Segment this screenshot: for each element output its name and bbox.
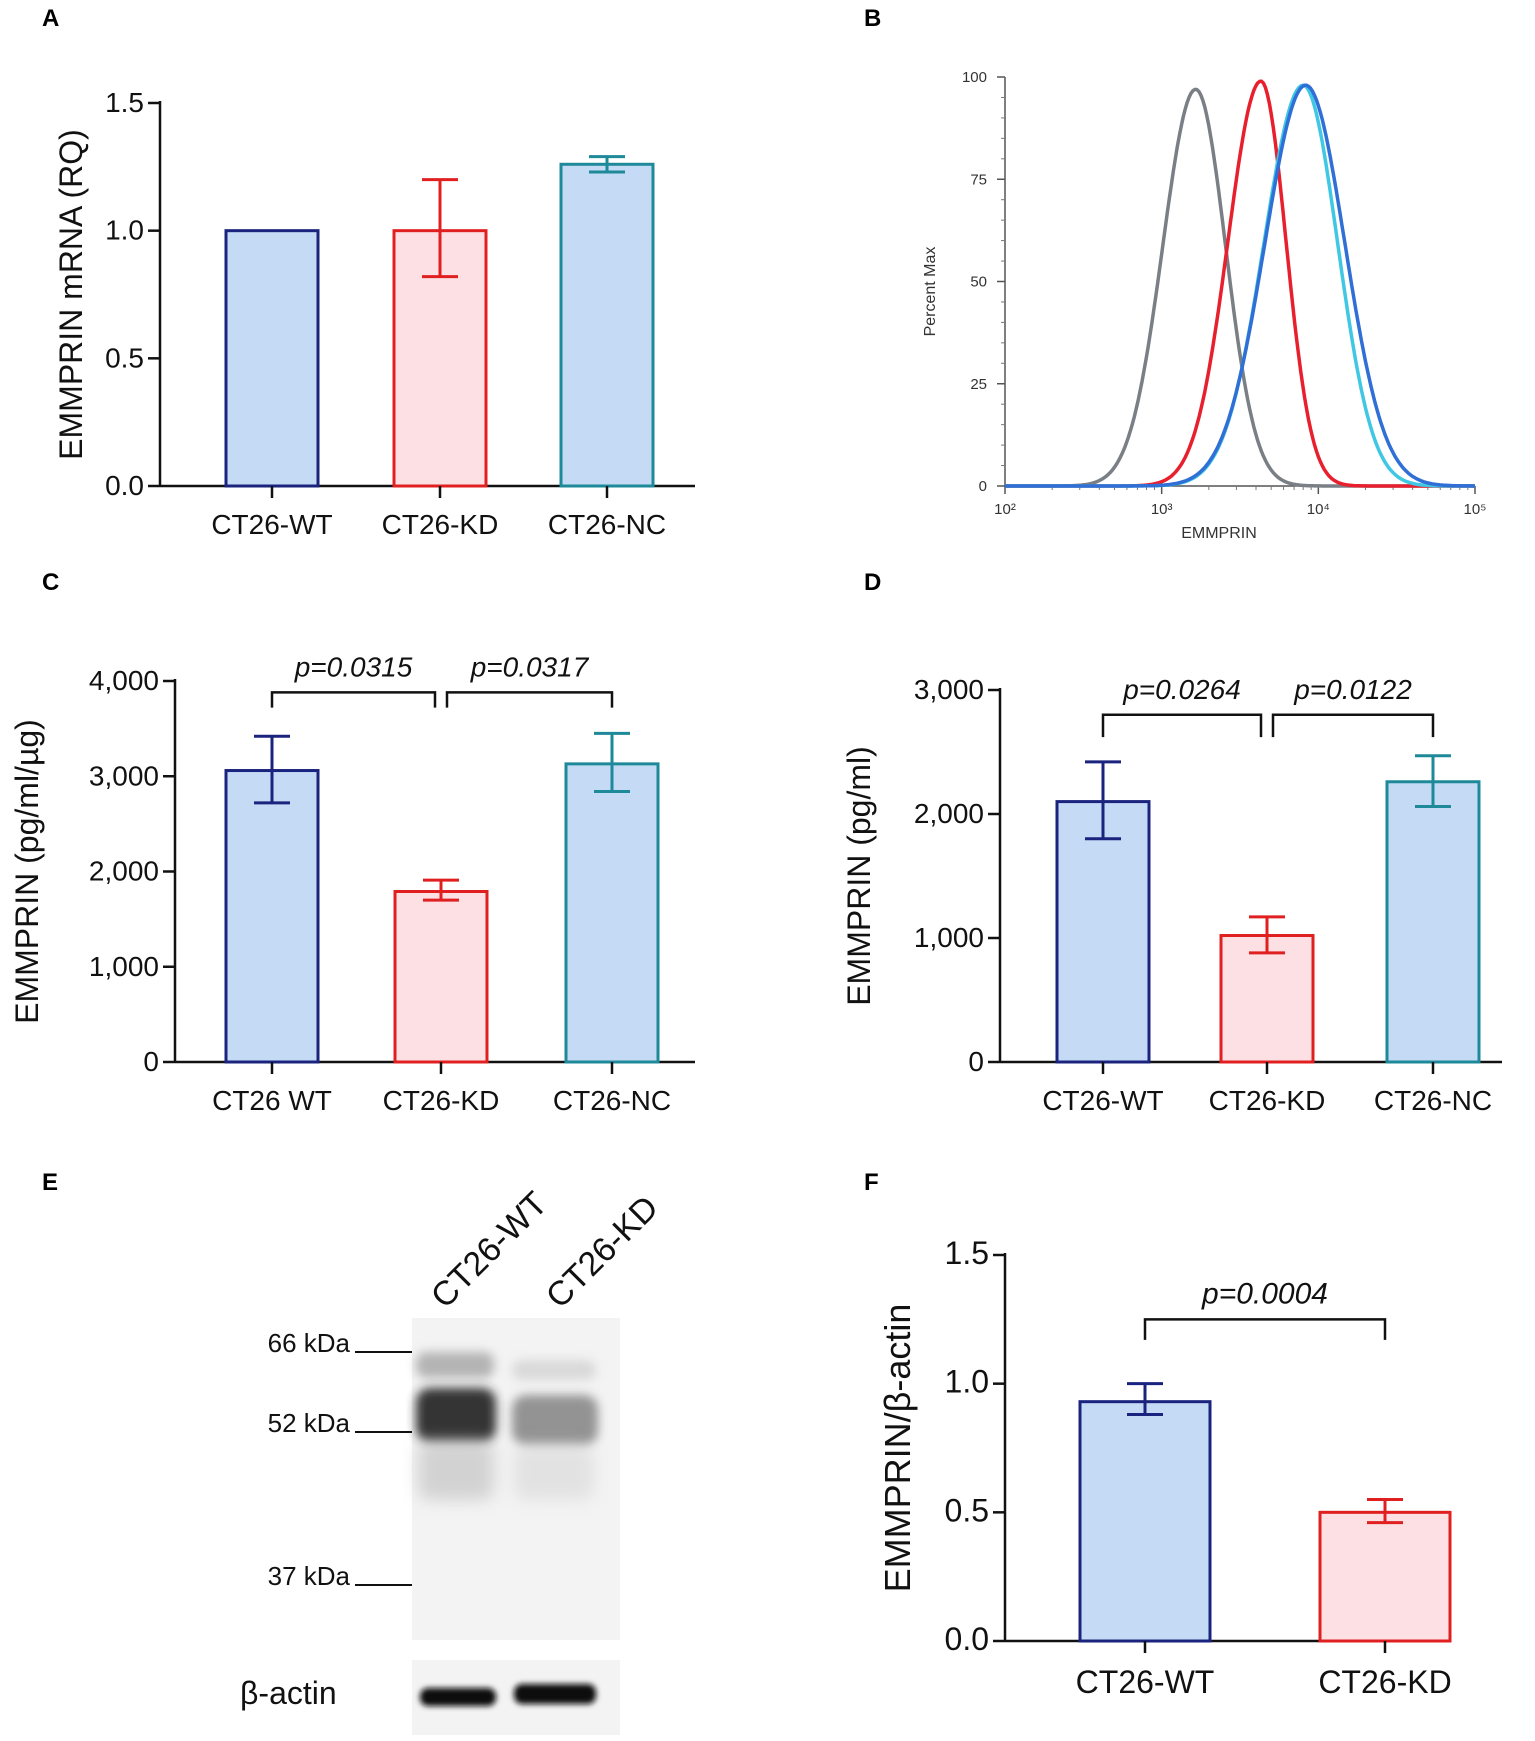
panel-letter-f: F: [864, 1169, 879, 1196]
bar: [1219, 934, 1315, 1064]
y-tick-label: 1.0: [945, 1364, 989, 1400]
x-tick-label: CT26-NC: [1374, 1085, 1492, 1116]
bar: [559, 162, 655, 488]
band-wt-upper: [416, 1352, 494, 1378]
x-axis-label: EMMPRIN: [1181, 525, 1257, 542]
x-tick-label: CT26-WT: [211, 509, 332, 540]
bar: [1385, 780, 1481, 1064]
bar: [1055, 800, 1151, 1064]
y-tick-label: 1.5: [105, 87, 144, 118]
x-tick-label: CT26-KD: [383, 1085, 500, 1116]
bar: [393, 890, 489, 1064]
y-tick-label: 1,000: [89, 951, 159, 982]
x-tick-label: CT26 WT: [212, 1085, 332, 1116]
lane-label-kd: CT26-KD: [539, 1189, 666, 1316]
y-tick-label: 0: [143, 1046, 159, 1077]
y-tick-label: 0.0: [945, 1621, 989, 1657]
y-tick-label: 3,000: [914, 674, 984, 705]
x-tick-label: 10³: [1151, 501, 1173, 518]
p-value-label: p=0.0122: [1293, 674, 1412, 705]
bar: [1078, 1400, 1212, 1643]
y-tick-label: 50: [970, 274, 987, 291]
x-tick-label: 10²: [994, 501, 1016, 518]
y-tick-label: 0: [968, 1046, 984, 1077]
y-axis-label: EMMPRIN/β-actin: [877, 1304, 918, 1593]
y-tick-label: 0.5: [105, 342, 144, 373]
histogram-blue: [1005, 83, 1475, 488]
actin-band-kd: [514, 1684, 596, 1704]
y-axis-label: Percent Max: [922, 247, 939, 337]
x-tick-label: 10⁵: [1464, 501, 1487, 518]
x-tick-label: CT26-KD: [1209, 1085, 1326, 1116]
chart-c-elisa-lysate: 0 1,000 2,000 3,000 4,000 EMMPRIN (pg/ml/µg) C…: [9, 651, 695, 1116]
panel-letter-d: D: [864, 569, 881, 596]
x-tick-label: CT26-NC: [548, 509, 666, 540]
bar: [1318, 1510, 1452, 1643]
y-tick-label: 1,000: [914, 922, 984, 953]
y-tick-label: 2,000: [914, 798, 984, 829]
lane-label-wt: CT26-WT: [424, 1185, 555, 1316]
marker-66: 66 kDa: [268, 1328, 351, 1358]
significance-bracket: [1143, 1318, 1387, 1340]
y-tick-label: 25: [970, 376, 987, 393]
y-axis-label: EMMPRIN (pg/ml): [841, 746, 877, 1006]
bar: [224, 229, 320, 488]
y-tick-label: 0.0: [105, 470, 144, 501]
band-kd-main: [512, 1395, 598, 1445]
x-tick-label: CT26-WT: [1042, 1085, 1163, 1116]
band-kd-upper: [512, 1360, 596, 1380]
p-value-label: p=0.0317: [470, 651, 590, 682]
significance-bracket: [1101, 713, 1263, 738]
p-value-label: p=0.0264: [1122, 674, 1241, 705]
chart-b-histogram: 0 25 50 75 100 10² 10³ 10⁴ 10⁵ EMMPRIN Percent Max: [922, 69, 1486, 542]
significance-bracket: [1271, 713, 1435, 738]
x-tick-label: CT26-KD: [382, 509, 499, 540]
band-wt-main: [416, 1388, 496, 1442]
marker-37: 37 kDa: [268, 1561, 351, 1591]
x-tick-label: CT26-WT: [1076, 1664, 1215, 1700]
y-tick-label: 0.5: [945, 1492, 989, 1528]
significance-bracket: [445, 691, 614, 708]
panel-letter-b: B: [864, 5, 881, 32]
p-value-label: p=0.0004: [1201, 1277, 1328, 1310]
actin-band-wt: [420, 1688, 496, 1706]
y-tick-label: 1.0: [105, 215, 144, 246]
y-tick-label: 2,000: [89, 856, 159, 887]
panel-letter-a: A: [42, 5, 59, 32]
x-tick-label: CT26-KD: [1318, 1664, 1451, 1700]
y-tick-label: 75: [970, 171, 987, 188]
y-axis-label: EMMPRIN mRNA (RQ): [53, 129, 89, 460]
y-tick-label: 0: [979, 478, 987, 495]
y-tick-label: 3,000: [89, 760, 159, 791]
panel-letter-c: C: [42, 569, 59, 596]
panel-e-western-blot: CT26-WT CT26-KD 66 kDa 52 kDa 37 kDa β-a…: [240, 1185, 666, 1735]
y-tick-label: 100: [962, 69, 987, 86]
band-kd-smear: [514, 1445, 594, 1500]
bar: [224, 769, 320, 1064]
chart-a-mrna: 0.0 0.5 1.0 1.5 EMMPRIN mRNA (RQ) CT26-WT CT26…: [53, 87, 695, 540]
panel-letter-e: E: [42, 1169, 58, 1196]
x-tick-label: CT26-NC: [553, 1085, 671, 1116]
chart-f-densitometry: 0.0 0.5 1.0 1.5 EMMPRIN/β-actin CT26-WT CT26-K…: [877, 1235, 1452, 1700]
band-wt-smear: [418, 1440, 494, 1500]
y-tick-label: 1.5: [945, 1235, 989, 1271]
chart-d-elisa-supernatant: 0 1,000 2,000 3,000 EMMPRIN (pg/ml) CT26-WT CT…: [841, 674, 1502, 1116]
marker-52: 52 kDa: [268, 1408, 351, 1438]
histogram-red: [1005, 79, 1475, 488]
significance-bracket: [270, 691, 437, 708]
y-tick-label: 4,000: [89, 665, 159, 696]
bar: [564, 762, 660, 1064]
p-value-label: p=0.0315: [294, 651, 413, 682]
x-tick-label: 10⁴: [1307, 501, 1330, 518]
actin-label: β-actin: [240, 1675, 337, 1711]
y-axis-label: EMMPRIN (pg/ml/µg): [9, 719, 45, 1024]
